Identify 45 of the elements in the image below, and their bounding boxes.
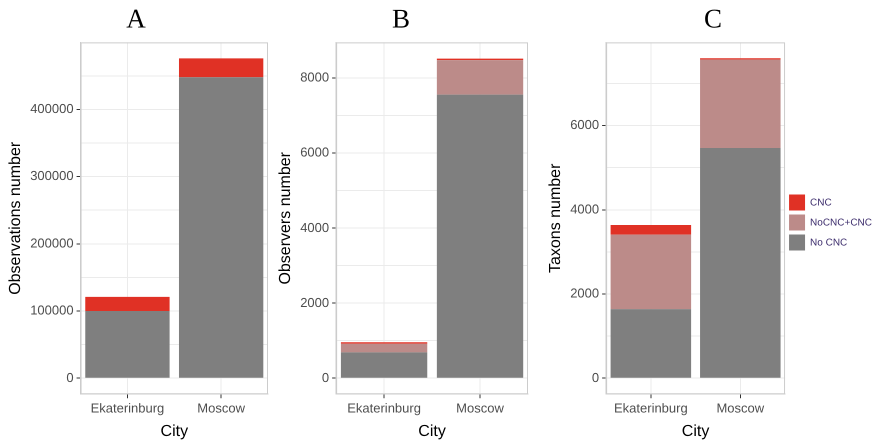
bar [436, 60, 524, 95]
x-tick-label: Moscow [456, 400, 504, 416]
x-tick-label: Ekaterinburg [614, 400, 688, 416]
y-tick-label: 4000 [300, 220, 330, 235]
y-tick-label: 300000 [30, 168, 74, 184]
bar [700, 60, 781, 148]
y-tick-label: 400000 [30, 101, 74, 116]
chart-title: C [704, 3, 722, 34]
y-tick-label: 0 [592, 370, 600, 385]
bar [610, 224, 692, 235]
y-axis-title: Observations number [7, 141, 24, 295]
x-tick-label: Ekaterinburg [90, 400, 164, 416]
chart-title: B [392, 3, 410, 34]
bar [340, 352, 428, 378]
x-axis-title: City [418, 422, 446, 440]
bar [610, 234, 692, 310]
x-tick-label: Moscow [197, 400, 246, 416]
y-tick-label: 6000 [570, 117, 600, 132]
y-axis-title: Observers number [277, 151, 294, 285]
y-tick-label: 6000 [300, 144, 330, 160]
bar [340, 344, 428, 352]
bar [178, 58, 264, 78]
x-tick-label: Moscow [716, 400, 765, 416]
x-axis-title: City [682, 422, 710, 440]
bar [436, 94, 524, 378]
bar [610, 309, 692, 378]
x-axis-title: City [160, 422, 188, 440]
y-axis-title: Taxons number [547, 162, 564, 273]
y-tick-label: 2000 [300, 294, 330, 310]
y-tick-label: 200000 [30, 235, 74, 250]
legend-label: No CNC [810, 237, 848, 248]
bar [85, 296, 170, 312]
y-tick-label: 8000 [300, 70, 330, 85]
y-tick-label: 0 [322, 370, 330, 385]
bar [178, 77, 264, 378]
x-tick-label: Ekaterinburg [347, 400, 421, 416]
y-tick-label: 4000 [570, 201, 600, 216]
legend-label: CNC [810, 197, 832, 208]
y-tick-label: 0 [66, 370, 74, 385]
legend-label: NoCNC+CNC [810, 217, 872, 228]
chart-title: A [126, 3, 146, 34]
bar [700, 148, 781, 378]
bar [85, 311, 170, 378]
y-tick-label: 100000 [30, 302, 74, 318]
y-tick-label: 2000 [570, 286, 600, 301]
